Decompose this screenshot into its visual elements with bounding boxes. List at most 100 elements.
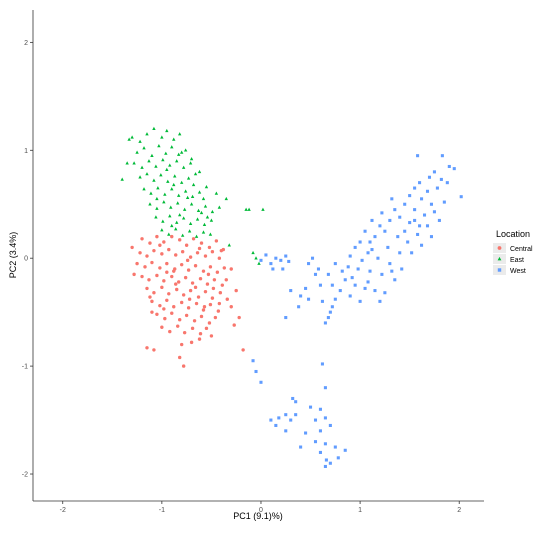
data-point-west: [376, 256, 380, 260]
data-point-central: [135, 261, 139, 266]
data-point-west: [299, 445, 303, 449]
data-point-west: [366, 280, 370, 284]
data-point-west: [294, 413, 298, 417]
data-point-central: [145, 254, 149, 258]
data-point-central: [185, 258, 190, 263]
data-point-central: [225, 297, 229, 301]
data-point-central: [182, 330, 187, 335]
x-tick-label: 0: [259, 507, 263, 514]
data-point-west: [418, 181, 422, 185]
data-point-central: [152, 291, 156, 295]
data-point-east: [169, 205, 173, 209]
data-point-central: [190, 281, 195, 285]
data-point-east: [179, 150, 184, 154]
data-point-west: [356, 267, 360, 271]
data-point-east: [120, 177, 124, 181]
data-point-west: [251, 359, 255, 363]
data-point-west: [358, 299, 362, 303]
data-point-west: [445, 181, 449, 185]
data-point-west: [313, 440, 318, 444]
x-tick-label: 2: [457, 507, 461, 514]
data-point-east: [177, 152, 181, 156]
data-point-central: [158, 303, 162, 308]
data-point-west: [408, 221, 412, 225]
data-point-central: [183, 275, 188, 280]
data-point-west: [328, 310, 332, 314]
data-point-east: [193, 172, 198, 176]
data-point-central: [229, 267, 233, 271]
data-point-west: [380, 272, 384, 276]
data-point-east: [162, 200, 166, 204]
data-point-east: [173, 174, 177, 178]
data-point-west: [274, 256, 278, 260]
data-point-west: [442, 200, 446, 204]
data-point-west: [425, 189, 430, 193]
data-point-east: [257, 261, 261, 265]
data-point-central: [175, 287, 179, 292]
data-point-west: [435, 186, 439, 190]
data-point-central: [218, 291, 223, 295]
data-point-west: [271, 267, 275, 271]
data-point-west: [390, 269, 394, 273]
data-point-east: [168, 163, 172, 167]
data-point-central: [180, 250, 185, 254]
data-point-west: [289, 418, 293, 422]
data-point-east: [168, 214, 172, 218]
data-point-west: [366, 251, 370, 255]
data-point-east: [177, 132, 182, 136]
data-point-central: [160, 285, 164, 290]
data-point-west: [309, 405, 313, 409]
data-point-west: [330, 305, 334, 309]
data-point-central: [195, 251, 200, 255]
data-point-west: [378, 224, 382, 228]
data-point-central: [208, 265, 213, 269]
data-point-east: [183, 148, 188, 152]
data-point-west: [328, 461, 332, 465]
data-point-east: [177, 193, 181, 197]
data-point-central: [203, 254, 208, 258]
data-point-west: [408, 194, 412, 198]
data-point-east: [145, 172, 149, 176]
data-point-east: [196, 208, 201, 212]
data-point-central: [187, 297, 192, 301]
data-point-central: [181, 293, 186, 297]
data-point-west: [400, 267, 404, 271]
data-point-central: [168, 329, 172, 334]
legend-label-west: West: [510, 268, 526, 275]
data-point-central: [199, 241, 204, 245]
data-point-west: [277, 416, 281, 420]
data-point-east: [180, 233, 185, 237]
data-point-west: [320, 362, 324, 366]
data-point-central: [234, 288, 238, 293]
data-point-central: [229, 305, 233, 309]
data-point-central: [148, 295, 152, 299]
data-point-central: [170, 311, 174, 315]
data-point-west: [418, 224, 422, 228]
data-point-central: [209, 334, 214, 338]
data-point-west: [291, 396, 295, 401]
data-point-central: [193, 285, 198, 290]
data-point-central: [199, 314, 204, 319]
data-point-east: [127, 137, 131, 141]
data-point-west: [416, 154, 420, 158]
data-point-west: [299, 294, 303, 298]
data-point-central: [155, 234, 159, 239]
data-point-central: [204, 326, 209, 331]
data-point-east: [140, 165, 144, 169]
data-point-central: [160, 252, 164, 256]
data-point-central: [184, 243, 189, 247]
legend-label-east: East: [510, 257, 524, 264]
data-point-east: [201, 230, 206, 234]
data-point-west: [304, 286, 308, 290]
data-point-west: [318, 450, 322, 454]
data-point-west: [326, 316, 330, 320]
data-point-west: [284, 254, 288, 258]
data-point-east: [149, 191, 153, 195]
data-point-east: [189, 202, 194, 206]
data-point-west: [353, 283, 357, 287]
data-point-west: [269, 262, 273, 266]
x-axis-title: PC1 (9.1)%): [233, 511, 283, 521]
data-point-central: [237, 315, 241, 320]
data-point-west: [330, 283, 334, 287]
